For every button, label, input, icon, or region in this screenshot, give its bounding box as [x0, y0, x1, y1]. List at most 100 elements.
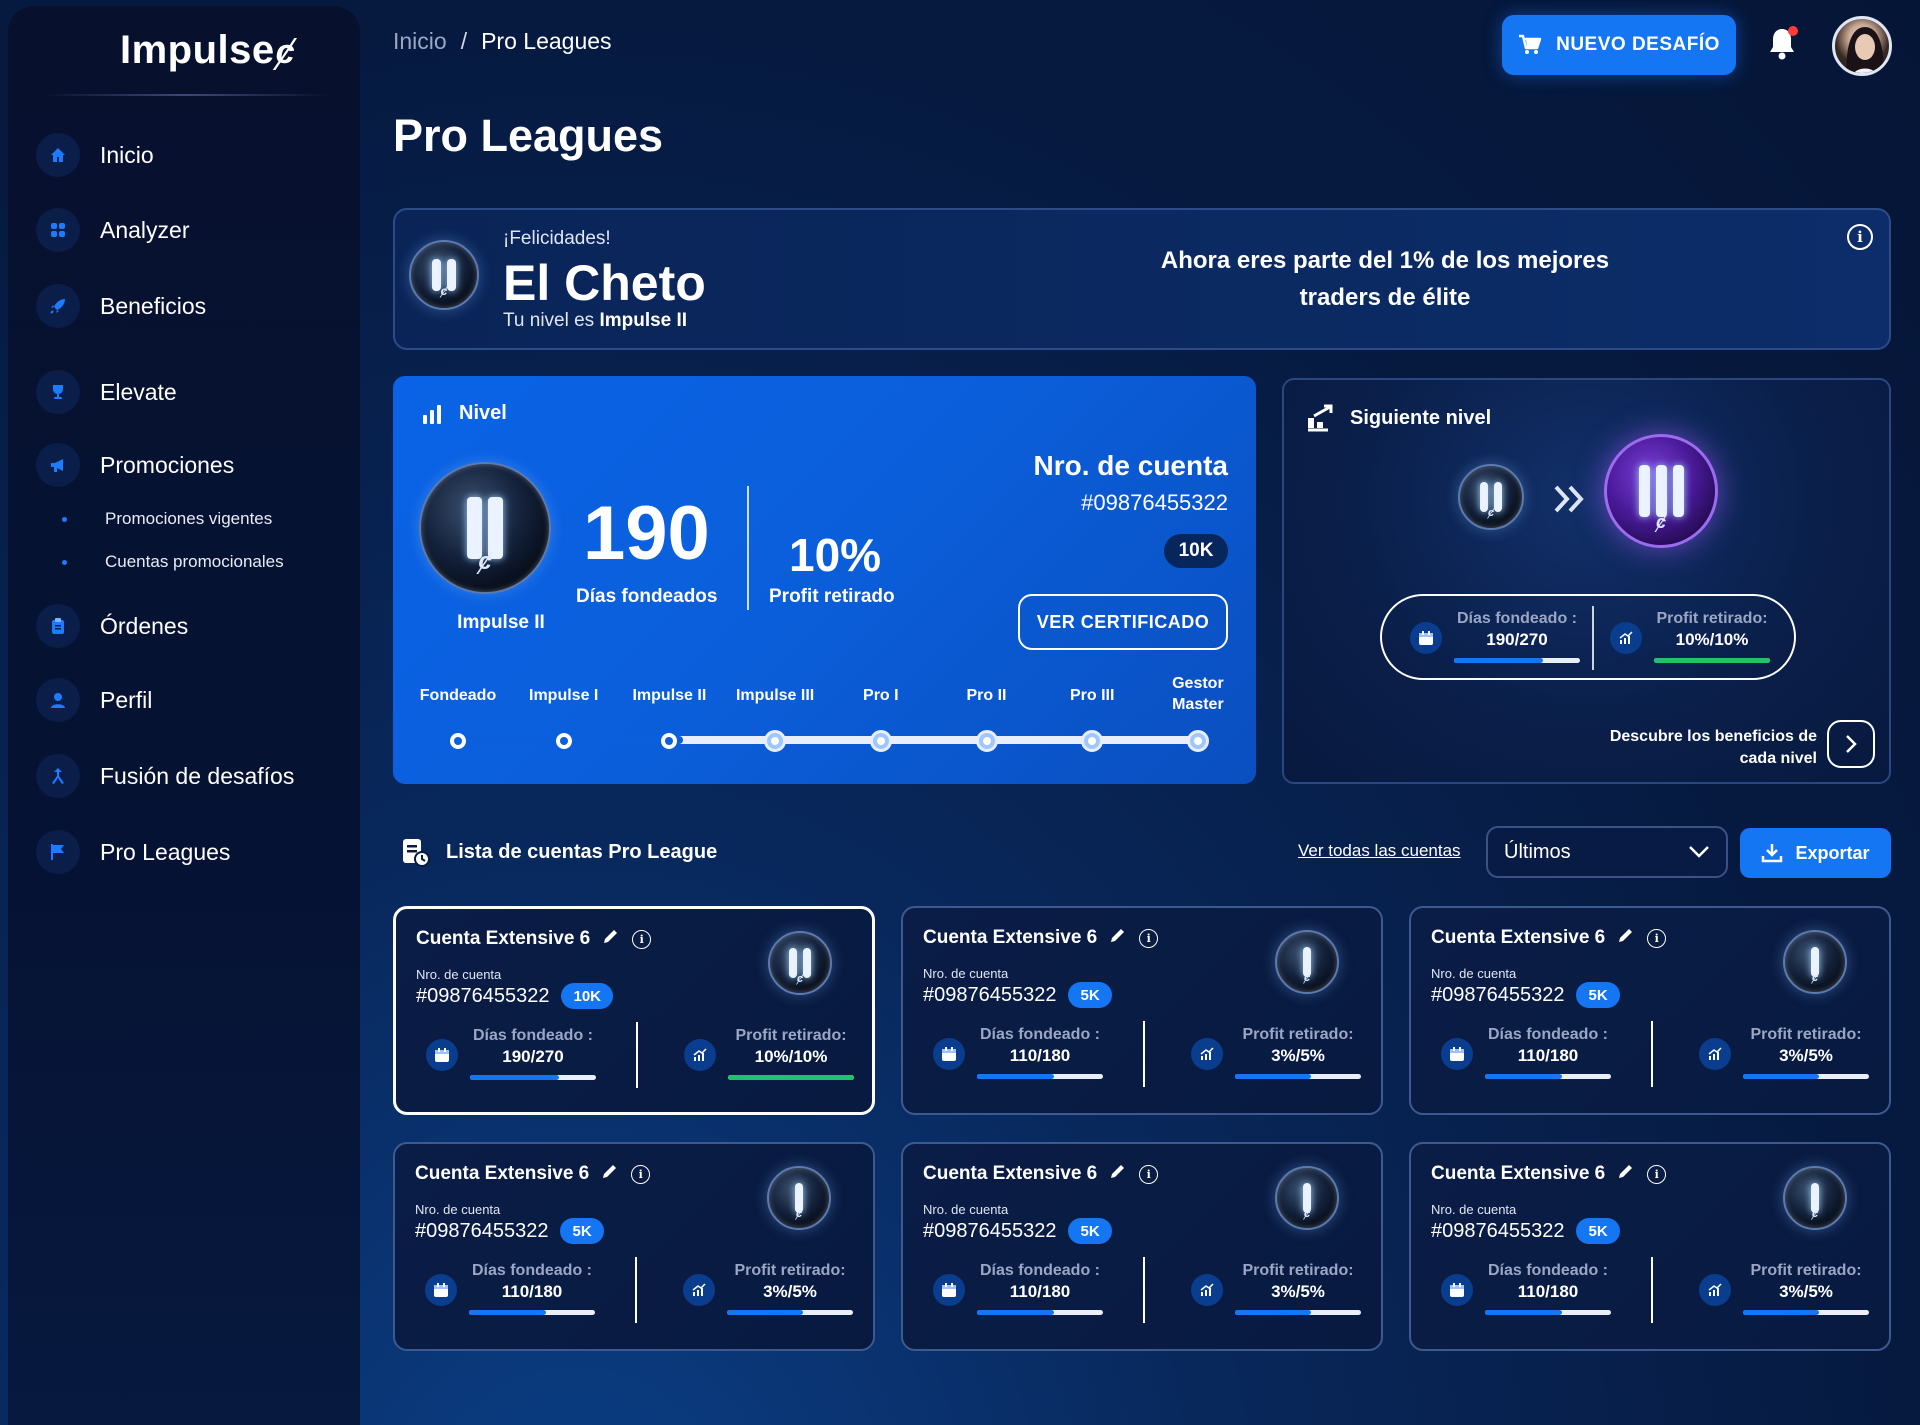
- stat-divider: [1592, 606, 1594, 670]
- account-number-label: Nro. de cuenta: [1431, 966, 1517, 981]
- edit-pencil-icon[interactable]: [602, 927, 620, 951]
- stat-progress-bar: [1743, 1310, 1869, 1315]
- merge-icon: [36, 754, 80, 798]
- next-level-stats: Días fondeado : 190/270 Profit retirado:…: [1380, 594, 1796, 680]
- see-all-accounts-link[interactable]: Ver todas las cuentas: [1298, 841, 1461, 860]
- sidebar-subitem-promociones-vigentes[interactable]: Promociones vigentes: [62, 509, 272, 529]
- account-card[interactable]: Cuenta Extensive 6 i Nro. de cuenta #098764…: [1409, 1142, 1891, 1351]
- stat-progress-fill: [728, 1075, 854, 1080]
- sidebar-item-label: Pro Leagues: [100, 838, 231, 865]
- info-icon[interactable]: i: [1647, 928, 1667, 948]
- account-card-title: Cuenta Extensive 6 i: [923, 926, 1159, 950]
- level-step-dot[interactable]: [764, 730, 787, 752]
- breadcrumb: Inicio / Pro Leagues: [393, 28, 612, 55]
- grid-icon: [36, 208, 80, 252]
- level-step-dot[interactable]: [1081, 730, 1104, 752]
- calendar-icon: [1441, 1274, 1473, 1306]
- discover-benefits-text: Descubre los beneficios de cada nivel: [1609, 728, 1817, 768]
- sidebar-item-fusion-de-desafios[interactable]: Fusión de desafíos: [36, 753, 336, 799]
- level-step-dot-core: [876, 737, 885, 745]
- stat-label: Días fondeado :: [1456, 610, 1577, 627]
- sidebar-item-perfil[interactable]: Perfil: [36, 677, 336, 723]
- stat-label: Días fondeado :: [472, 1027, 593, 1044]
- current-level-coin-icon: ȼ: [1458, 464, 1524, 530]
- level-name: Impulse II: [599, 310, 688, 331]
- stat-value: 3%/5%: [1779, 1282, 1833, 1301]
- edit-pencil-icon[interactable]: [1109, 1162, 1127, 1186]
- stat-label: Días fondeado :: [979, 1262, 1100, 1279]
- info-icon[interactable]: i: [1139, 928, 1159, 948]
- level-step-dot[interactable]: [1186, 730, 1209, 752]
- stat-label: Días fondeado :: [1487, 1026, 1608, 1043]
- account-card[interactable]: Cuenta Extensive 6 i Nro. de cuenta #098764…: [393, 906, 875, 1115]
- account-level-coin-icon: ȼ: [1783, 1166, 1847, 1230]
- info-icon[interactable]: i: [632, 929, 652, 949]
- info-icon[interactable]: i: [1139, 1164, 1159, 1184]
- account-card[interactable]: Cuenta Extensive 6 i Nro. de cuenta #098764…: [901, 906, 1383, 1115]
- account-card[interactable]: Cuenta Extensive 6 i Nro. de cuenta #098764…: [901, 1142, 1383, 1351]
- sidebar-item-pro-leagues[interactable]: Pro Leagues: [36, 829, 336, 875]
- notifications-button[interactable]: [1766, 26, 1800, 62]
- breadcrumb-link-inicio[interactable]: Inicio: [393, 28, 447, 54]
- stat-progress-fill: [1235, 1074, 1311, 1079]
- stat-label: Profit retirado:: [1750, 1262, 1862, 1279]
- info-icon[interactable]: i: [631, 1164, 651, 1184]
- profit-stat: Profit retirado: 3%/5%: [1191, 1026, 1361, 1079]
- view-certificate-button[interactable]: VER CERTIFICADO: [1018, 594, 1228, 650]
- stat-divider: [747, 486, 749, 610]
- edit-pencil-icon[interactable]: [1109, 926, 1127, 950]
- export-button[interactable]: Exportar: [1740, 828, 1891, 878]
- elite-message: Ahora eres parte del 1% de los mejores t…: [1160, 247, 1610, 312]
- bullet-icon: [62, 516, 67, 522]
- stat-label: Días fondeado :: [1487, 1262, 1608, 1279]
- stat-value: 190/270: [502, 1047, 564, 1066]
- stat-value: 3%/5%: [763, 1282, 817, 1301]
- account-card[interactable]: Cuenta Extensive 6 i Nro. de cuenta #098764…: [393, 1142, 875, 1351]
- stat-divider: [1143, 1021, 1145, 1087]
- sidebar-item-ordenes[interactable]: Órdenes: [36, 603, 336, 649]
- sidebar-item-elevate[interactable]: Elevate: [36, 369, 336, 415]
- profit-label: Profit retirado: [769, 586, 895, 607]
- calendar-icon: [1441, 1038, 1473, 1070]
- account-level-coin-icon: ȼ: [767, 1166, 831, 1230]
- current-level-name: Impulse II: [457, 612, 545, 633]
- account-number: #09876455322: [415, 1219, 549, 1242]
- account-card[interactable]: Cuenta Extensive 6 i Nro. de cuenta #098764…: [1409, 906, 1891, 1115]
- home-icon: [36, 133, 80, 177]
- stat-divider: [635, 1257, 637, 1323]
- edit-pencil-icon[interactable]: [601, 1162, 619, 1186]
- megaphone-icon: [36, 443, 80, 487]
- account-number: #09876455322: [416, 984, 550, 1007]
- edit-pencil-icon[interactable]: [1617, 926, 1635, 950]
- sidebar-item-promociones[interactable]: Promociones: [36, 442, 336, 488]
- level-step-dot[interactable]: [975, 730, 998, 752]
- info-icon[interactable]: i: [1647, 1164, 1667, 1184]
- new-challenge-label: NUEVO DESAFÍO: [1556, 34, 1720, 55]
- stat-progress-bar: [977, 1074, 1103, 1079]
- account-number-label: Nro. de cuenta: [416, 967, 502, 982]
- avatar[interactable]: [1832, 16, 1892, 76]
- profit-stat: Profit retirado: 3%/5%: [1699, 1262, 1869, 1315]
- level-step-dot[interactable]: [552, 730, 575, 752]
- level-step-label: Impulse II: [632, 687, 707, 704]
- cart-icon: [1519, 34, 1542, 54]
- edit-pencil-icon[interactable]: [1617, 1162, 1635, 1186]
- info-icon[interactable]: i: [1847, 224, 1873, 250]
- sidebar-item-label: Beneficios: [100, 292, 207, 319]
- stat-value: 10%/10%: [754, 1047, 828, 1066]
- level-coin-icon: ȼ: [409, 240, 479, 310]
- discover-benefits-button[interactable]: [1827, 720, 1875, 768]
- logo[interactable]: Impulseȼ: [120, 28, 295, 73]
- sidebar-subitem-cuentas-promocionales[interactable]: Cuentas promocionales: [62, 552, 284, 572]
- sidebar-item-inicio[interactable]: Inicio: [36, 132, 336, 178]
- sidebar-item-analyzer[interactable]: Analyzer: [36, 207, 336, 253]
- sidebar-item-beneficios[interactable]: Beneficios: [36, 283, 336, 329]
- clipboard-icon: [36, 604, 80, 648]
- new-challenge-button[interactable]: NUEVO DESAFÍO: [1502, 15, 1736, 75]
- level-step-dot[interactable]: [658, 730, 681, 752]
- sort-select[interactable]: Últimos: [1486, 826, 1728, 878]
- stat-progress-fill: [977, 1310, 1054, 1315]
- level-step-dot[interactable]: [447, 730, 469, 752]
- calendar-icon: [1410, 622, 1442, 654]
- level-step-dot[interactable]: [869, 730, 892, 752]
